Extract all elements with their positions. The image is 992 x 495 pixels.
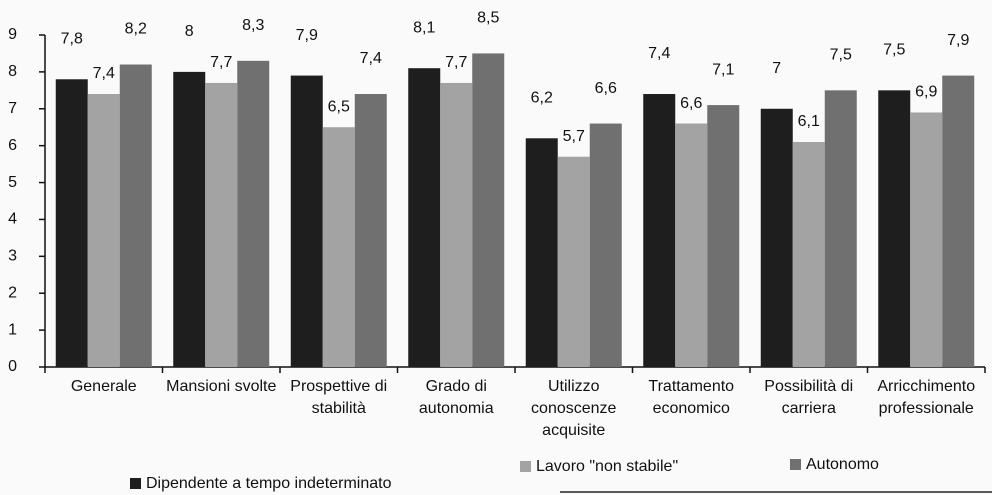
bar bbox=[237, 60, 270, 367]
data-label: 7,7 bbox=[445, 54, 467, 71]
data-label: 8,2 bbox=[125, 21, 147, 38]
data-label: 7,5 bbox=[883, 42, 905, 59]
x-tick-label: Utilizzo conoscenze acquisite bbox=[531, 378, 616, 439]
bar bbox=[942, 75, 975, 368]
y-tick-label: 1 bbox=[8, 321, 17, 338]
data-label: 6,6 bbox=[595, 80, 617, 97]
legend-label: Dipendente a tempo indeterminato bbox=[146, 475, 392, 492]
bar bbox=[792, 141, 825, 367]
legend-label: Lavoro "non stabile" bbox=[536, 458, 678, 475]
data-label: 8,5 bbox=[477, 10, 499, 27]
x-tick-label: Possibilità di carriera bbox=[764, 378, 853, 417]
data-label: 7,4 bbox=[360, 50, 382, 67]
y-tick-label: 9 bbox=[8, 26, 17, 43]
data-label: 7 bbox=[772, 60, 781, 77]
bar bbox=[55, 79, 88, 368]
x-tick-label: Generale bbox=[71, 378, 137, 395]
bar bbox=[589, 123, 622, 368]
bar bbox=[408, 68, 441, 367]
bar bbox=[643, 94, 676, 368]
data-label: 6,6 bbox=[680, 95, 702, 112]
y-tick-label: 4 bbox=[8, 211, 17, 228]
data-label: 7,1 bbox=[712, 61, 734, 78]
bar bbox=[290, 75, 323, 368]
x-tick-label: Prospettive di stabilità bbox=[290, 378, 387, 417]
data-label: 7,8 bbox=[61, 30, 83, 47]
data-label: 7,9 bbox=[296, 27, 318, 44]
bar bbox=[824, 90, 857, 367]
bar bbox=[440, 82, 473, 367]
bar bbox=[707, 105, 740, 367]
bar bbox=[675, 123, 708, 368]
y-tick-label: 2 bbox=[8, 284, 17, 301]
data-label: 5,7 bbox=[563, 128, 585, 145]
bar bbox=[760, 108, 793, 368]
bar bbox=[205, 82, 238, 367]
x-tick-label: Grado di autonomia bbox=[419, 378, 494, 417]
bar bbox=[354, 94, 387, 368]
y-tick-label: 8 bbox=[8, 63, 17, 80]
data-label: 7,5 bbox=[830, 47, 852, 64]
y-tick-label: 7 bbox=[8, 100, 17, 117]
bar bbox=[173, 71, 206, 367]
data-label: 7,4 bbox=[93, 65, 115, 82]
bar bbox=[525, 138, 558, 367]
y-tick-label: 3 bbox=[8, 248, 17, 265]
data-label: 7,7 bbox=[210, 54, 232, 71]
legend-label: Autonomo bbox=[806, 456, 879, 473]
bar bbox=[119, 64, 152, 367]
legend-swatch bbox=[520, 461, 531, 472]
data-label: 6,2 bbox=[531, 90, 553, 107]
data-label: 7,4 bbox=[648, 45, 670, 62]
y-tick-label: 0 bbox=[8, 358, 17, 375]
data-label: 7,9 bbox=[947, 32, 969, 49]
x-tick-label: Trattamento economico bbox=[648, 378, 734, 417]
bar bbox=[878, 90, 911, 367]
bar bbox=[322, 127, 355, 367]
bar bbox=[472, 53, 505, 367]
bar bbox=[910, 112, 943, 367]
data-label: 8 bbox=[185, 23, 194, 40]
legend-swatch bbox=[790, 459, 801, 470]
y-tick-label: 5 bbox=[8, 174, 17, 191]
data-label: 6,1 bbox=[798, 113, 820, 130]
x-tick-label: Arricchimento professionale bbox=[877, 378, 975, 417]
data-label: 6,9 bbox=[915, 84, 937, 101]
data-label: 6,5 bbox=[328, 98, 350, 115]
data-label: 8,3 bbox=[242, 17, 264, 34]
x-tick-label: Mansioni svolte bbox=[166, 378, 276, 395]
data-label: 8,1 bbox=[413, 19, 435, 36]
y-tick-label: 6 bbox=[8, 137, 17, 154]
legend-swatch bbox=[130, 478, 141, 489]
bar bbox=[87, 94, 120, 368]
bar bbox=[557, 156, 590, 367]
